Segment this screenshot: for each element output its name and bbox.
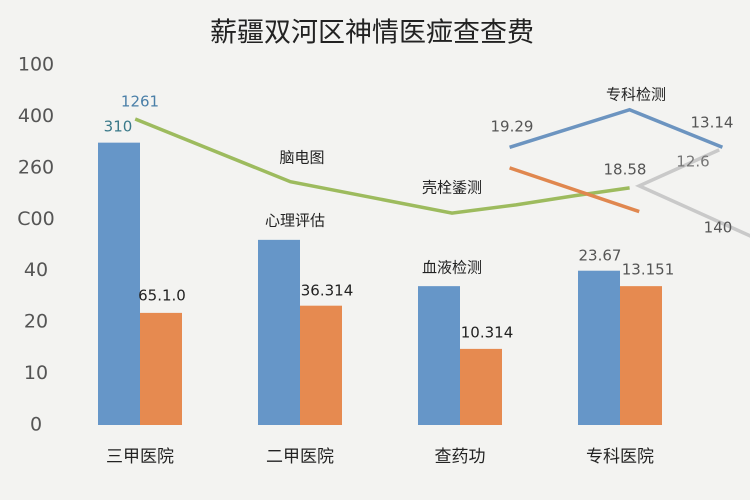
y-tick-label: 260 (18, 156, 54, 178)
y-tick-label: 40 (24, 259, 48, 281)
annotation: 心理评估 (265, 212, 325, 230)
annotation: 10.314 (461, 324, 514, 342)
y-tick-label: 100 (18, 54, 54, 76)
annotation: 13.151 (622, 261, 675, 279)
y-tick-label: 0 (30, 414, 42, 436)
annotation: 65.1.0 (138, 287, 186, 305)
annotation: 140 (704, 219, 733, 237)
line (634, 148, 750, 238)
y-tick-label: 400 (18, 105, 54, 127)
annotation: 脑电图 (279, 149, 324, 167)
bar (620, 286, 662, 425)
y-tick-label: C00 (17, 208, 54, 230)
x-tick-label: 查药功 (435, 447, 486, 467)
x-tick-label: 专科医院 (586, 447, 654, 467)
bar (460, 348, 502, 425)
annotation: 310 (104, 118, 133, 136)
annotation: 19.29 (491, 118, 534, 136)
line (509, 166, 640, 214)
chart-title: 薪疆双河区神情医痖查查费 (210, 18, 534, 49)
annotation: 12.6 (676, 153, 709, 171)
bar (578, 270, 620, 425)
annotation: 血液检测 (422, 259, 482, 277)
bar (418, 286, 460, 425)
y-tick-label: 10 (24, 362, 48, 384)
annotation: 23.67 (579, 247, 622, 265)
line (509, 107, 724, 149)
annotation: 1261 (121, 93, 159, 111)
annotation: 专科检测 (606, 86, 666, 104)
bar (300, 305, 342, 425)
bar (98, 142, 140, 425)
annotation: 18.58 (604, 161, 647, 179)
annotation: 壳栓鋈测 (422, 179, 482, 197)
x-tick-label: 二甲医院 (266, 447, 334, 467)
bar (258, 239, 300, 425)
bar (140, 312, 182, 425)
annotation: 13.14 (691, 114, 734, 132)
y-tick-label: 20 (24, 311, 48, 333)
annotation: 36.314 (301, 282, 354, 300)
x-tick-label: 三甲医院 (106, 447, 174, 467)
